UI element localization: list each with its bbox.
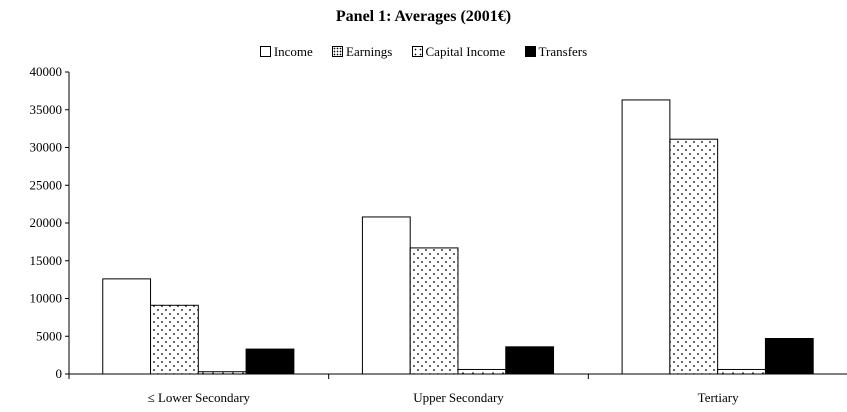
legend-swatch-transfers [524,46,536,57]
y-tick-label: 15000 [30,253,63,268]
bar-income [102,278,152,375]
y-tick-label: 35000 [30,102,63,117]
y-tick-label: 5000 [36,328,62,343]
y-tick-label: 0 [56,366,63,381]
y-tick-label: 20000 [30,215,63,230]
legend-label-capital-income: Capital Income [425,44,506,59]
bar-income [361,216,411,375]
bar-transfers [245,348,295,375]
bar-capital-income [457,368,507,375]
legend-swatch-earnings [332,46,344,57]
bar-capital-income [197,371,247,375]
y-tick-label: 40000 [30,64,63,79]
legend-label-income: Income [273,44,313,59]
x-tick-label: ≤ Lower Secondary [148,390,251,405]
y-tick-label: 10000 [30,291,63,306]
bar-transfers [505,346,555,375]
x-tick-label: Upper Secondary [413,390,504,405]
bar-income [621,99,671,375]
legend-item-transfers: Transfers [524,44,588,60]
legend-item-earnings: Earnings [332,44,392,60]
bar-capital-income [717,368,766,375]
legend-label-transfers: Transfers [538,44,588,59]
y-tick-label: 25000 [30,177,63,192]
legend-label-earnings: Earnings [346,44,393,59]
x-tick-label: Tertiary [698,390,739,405]
bars [102,99,814,375]
bar-earnings [150,304,199,375]
y-tick-label: 30000 [30,140,63,155]
legend-swatch-capital-income [411,46,423,57]
chart-title: Panel 1: Averages (2001€) [335,8,512,25]
legend-swatch-income [259,46,271,57]
legend: Income Earnings Capital Income Transfers [0,44,847,60]
bar-earnings [669,138,719,375]
bar-transfers [764,338,814,375]
legend-item-capital-income: Capital Income [411,44,506,60]
legend-item-income: Income [259,44,313,60]
bar-earnings [409,247,459,375]
